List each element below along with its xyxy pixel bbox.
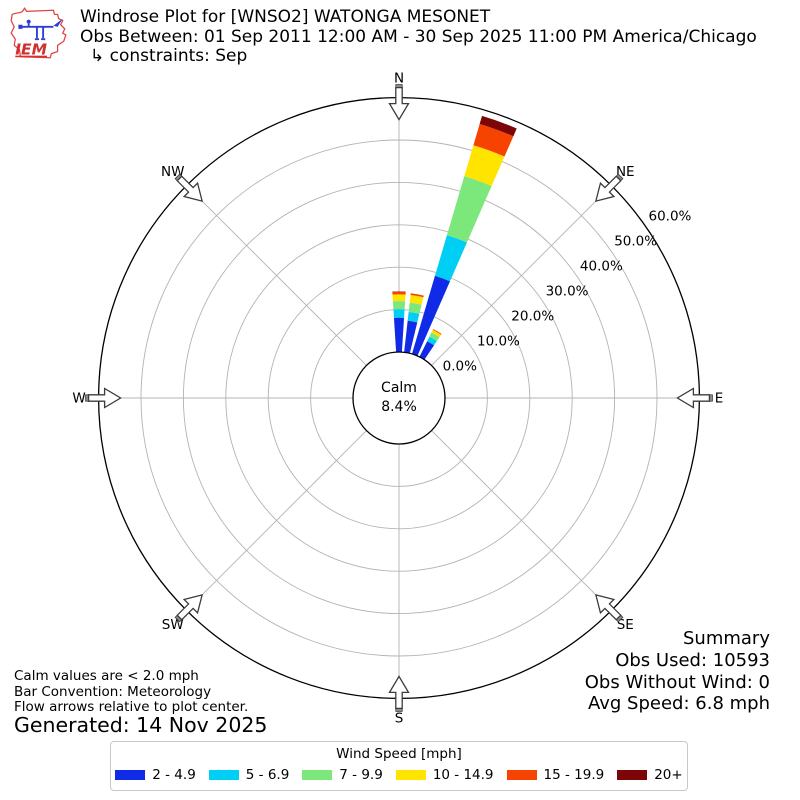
petal-segment: [411, 275, 451, 356]
legend-swatch-icon: [115, 769, 146, 781]
calm-value: 8.4%: [381, 399, 417, 415]
legend-entries: 2 - 4.9 5 - 6.9 7 - 9.9 10 - 14.9 15 - 19.9 2…: [111, 762, 687, 790]
ring-tick-label: 10.0%: [477, 333, 520, 349]
legend-title: Wind Speed [mph]: [336, 746, 462, 762]
petal-segment: [407, 311, 420, 323]
compass-label: W: [72, 391, 85, 407]
legend-label: 10 - 14.9: [432, 767, 494, 783]
generated-date: Generated: 14 Nov 2025: [14, 713, 268, 738]
plot-title: Windrose Plot for [WNSO2] WATONGA MESONE…: [80, 7, 491, 27]
summary-block: Summary Obs Used: 10593 Obs Without Wind…: [585, 628, 770, 715]
iem-logo: IEM: [10, 7, 67, 59]
ring-tick-label: 30.0%: [546, 283, 589, 299]
iowa-outline-icon: [10, 7, 67, 59]
legend-label: 20+: [654, 767, 683, 783]
ring-tick-label: 40.0%: [580, 259, 623, 275]
summary-obs-used: Obs Used: 10593: [615, 649, 770, 671]
flow-arrow-icon: [594, 173, 624, 203]
legend-label: 2 - 4.9: [152, 767, 196, 783]
petal-segment: [393, 317, 405, 353]
legend-label: 7 - 9.9: [339, 767, 383, 783]
legend-swatch-icon: [302, 769, 333, 781]
plot-subtitle: Obs Between: 01 Sep 2011 12:00 AM - 30 S…: [80, 26, 757, 47]
vane-tail-icon: [18, 24, 23, 29]
legend-entry: 15 - 19.9: [506, 767, 605, 783]
petal-segment: [434, 235, 467, 282]
petal-segment: [392, 291, 406, 295]
ring-tick-label: 20.0%: [511, 308, 554, 324]
legend-entry: 5 - 6.9: [208, 767, 290, 783]
legend-swatch-icon: [617, 769, 648, 781]
summary-avg-speed: Avg Speed: 6.8 mph: [588, 693, 770, 715]
petal-segment: [410, 293, 424, 298]
legend-box: Wind Speed [mph] 2 - 4.9 5 - 6.9 7 - 9.9 10…: [110, 741, 688, 791]
petal-segment: [392, 291, 406, 293]
grid-spoke: [186, 430, 367, 611]
petal-segment: [431, 329, 442, 338]
legend-label: 5 - 6.9: [245, 767, 290, 783]
legend-entry: 2 - 4.9: [115, 767, 196, 783]
petal-segment: [479, 115, 517, 137]
petal-segment: [464, 145, 505, 187]
petal-segment: [429, 332, 440, 341]
petal-segment: [427, 336, 437, 346]
flow-arrow-icon: [594, 593, 624, 623]
legend-entry: 7 - 9.9: [302, 767, 383, 783]
compass-label: S: [395, 711, 404, 727]
ring-tick-label: 60.0%: [649, 209, 692, 225]
summary-title: Summary: [683, 628, 770, 649]
petal-segment: [404, 320, 418, 354]
compass-label: E: [715, 391, 724, 407]
title-block: Windrose Plot for [WNSO2] WATONGA MESONE…: [80, 7, 757, 67]
grid-spoke: [186, 185, 367, 366]
calm-note: Calm values are < 2.0 mph: [14, 668, 199, 684]
bar-convention-note: Bar Convention: Meteorology: [14, 683, 212, 700]
plot-constraints: ↳ constraints: Sep: [90, 46, 248, 66]
grid-spoke: [431, 430, 612, 611]
legend-entry: 20+: [617, 767, 683, 783]
flow-arrow-icon: [676, 387, 713, 409]
legend-label: 15 - 19.9: [543, 767, 605, 783]
legend-swatch-icon: [395, 769, 426, 781]
flow-arrow-note: Flow arrows relative to plot center.: [14, 699, 249, 716]
legend-entry: 10 - 14.9: [395, 767, 494, 783]
flow-arrow-icon: [388, 675, 410, 712]
compass-label: SE: [617, 617, 634, 633]
logo-text: IEM: [15, 41, 47, 59]
ring-tick-label: 0.0%: [443, 358, 477, 374]
ring-tick-label: 50.0%: [614, 234, 657, 250]
flow-arrow-icon: [388, 84, 410, 121]
petal-segment: [409, 294, 424, 305]
petal-segment: [392, 294, 406, 302]
flow-arrow-icon: [85, 387, 122, 409]
petal-segment: [408, 302, 422, 314]
flow-arrow-icon: [174, 593, 204, 623]
footnotes: Calm values are < 2.0 mph Bar Convention…: [14, 668, 268, 738]
weather-vane-icon: [21, 23, 54, 41]
calm-circle: [352, 351, 446, 445]
flow-arrow-icon: [174, 173, 204, 203]
legend-swatch-icon: [208, 769, 239, 781]
grid-spoke: [431, 185, 612, 366]
petal-segment: [392, 301, 406, 310]
summary-obs-without-wind: Obs Without Wind: 0: [584, 671, 770, 693]
vane-counterweight-icon: [26, 19, 31, 24]
vane-flag-icon: [53, 18, 63, 27]
petal-segment: [419, 341, 435, 360]
calm-label: Calm: [381, 380, 417, 396]
compass-label: N: [394, 71, 404, 87]
petal-segment: [446, 176, 492, 243]
legend-swatch-icon: [506, 769, 537, 781]
petal-segment: [473, 124, 514, 157]
petal-segment: [432, 329, 442, 335]
petal-segment: [393, 309, 405, 318]
